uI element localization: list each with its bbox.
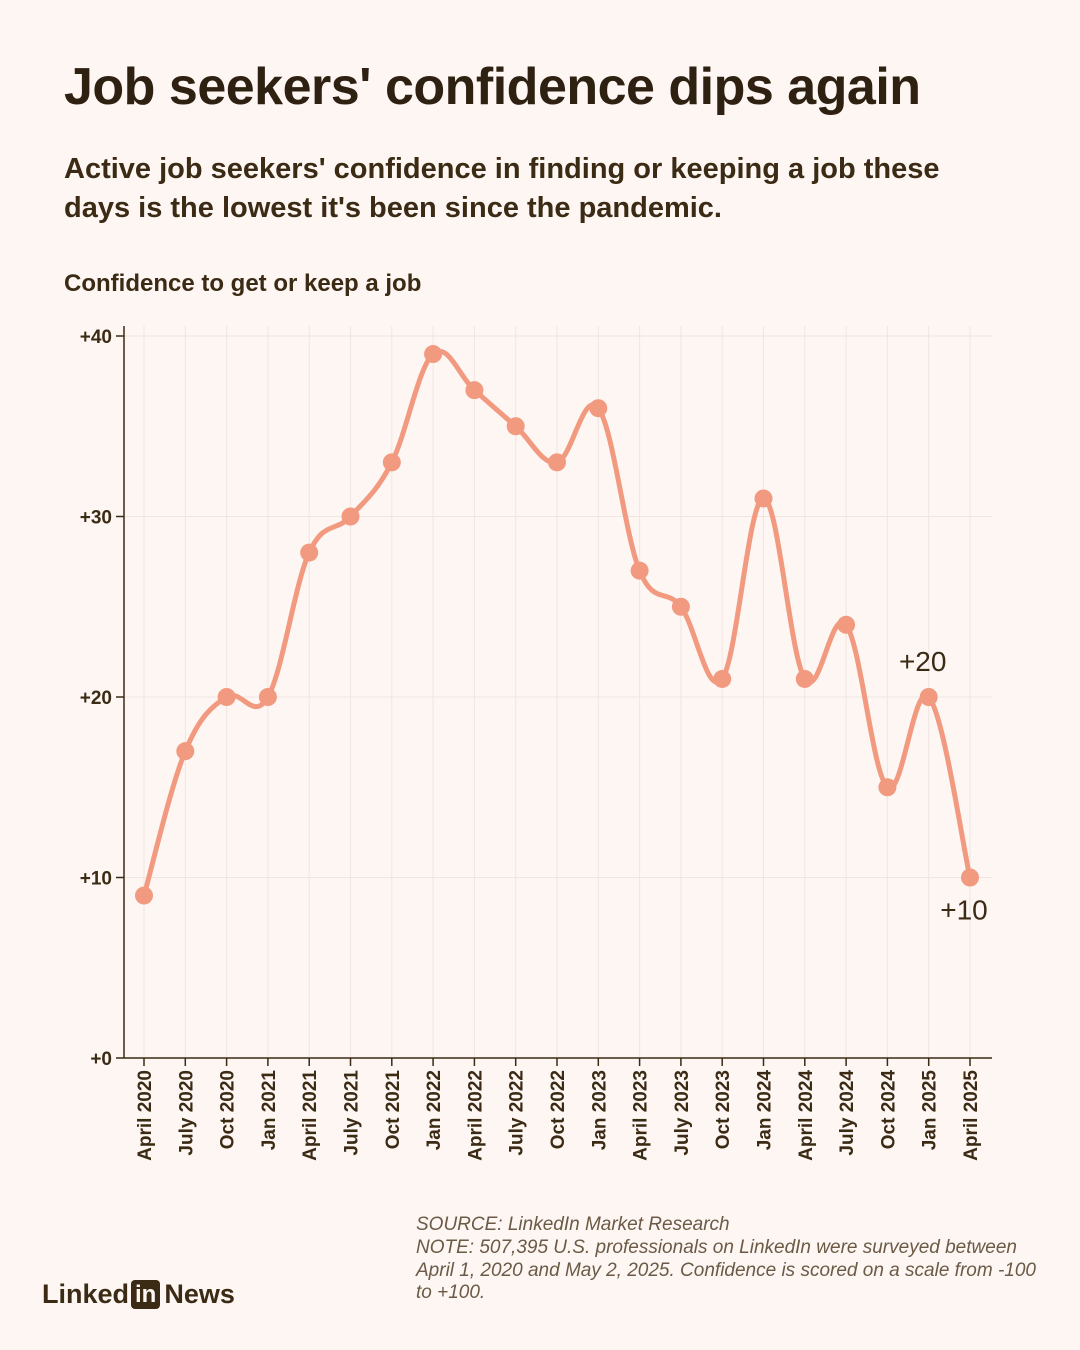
x-tick-label: Jan 2021 — [259, 1070, 280, 1151]
logo-suffix: News — [164, 1278, 235, 1309]
y-tick-label: +30 — [80, 508, 112, 529]
data-point — [465, 381, 484, 400]
x-tick-label: July 2022 — [507, 1070, 528, 1156]
x-tick-label: April 2024 — [796, 1070, 817, 1161]
x-tick-label: July 2021 — [342, 1070, 363, 1156]
x-tick-label: Jan 2025 — [920, 1070, 941, 1151]
data-label: +20 — [899, 646, 947, 677]
y-axis-label: Confidence to get or keep a job — [64, 270, 422, 297]
x-tick-label: Oct 2022 — [548, 1070, 569, 1149]
data-point — [300, 543, 319, 562]
x-tick-labels: April 2020 July 2020 Oct 2020 Jan 2021 April… — [135, 1070, 982, 1161]
chart-subtitle: Active job seekers' confidence in findin… — [64, 153, 940, 225]
x-tick-label: Oct 2020 — [218, 1070, 239, 1149]
x-tick-label: April 2022 — [465, 1070, 486, 1161]
x-tick-label: Oct 2021 — [383, 1070, 404, 1150]
y-tick-label: +40 — [80, 327, 112, 348]
x-tick-label: July 2024 — [837, 1070, 858, 1156]
data-point — [217, 688, 236, 706]
data-point — [341, 507, 360, 526]
data-point — [837, 615, 856, 634]
data-point — [671, 597, 690, 616]
data-point — [424, 345, 443, 364]
data-point — [961, 868, 979, 887]
logo-prefix: Linked — [42, 1278, 130, 1309]
data-point — [176, 742, 195, 761]
annotations: +20 +10 — [899, 646, 988, 926]
x-tick-label: July 2023 — [672, 1070, 693, 1156]
grid-lines — [124, 326, 992, 1058]
y-tick-label: +20 — [80, 688, 112, 709]
note-text: NOTE: 507,395 U.S. professionals on Link… — [416, 1236, 1036, 1304]
data-point — [630, 561, 649, 580]
y-tick-labels: +0 +10 +20 +30 +40 — [80, 327, 112, 1070]
x-tick-label: Oct 2024 — [878, 1070, 899, 1150]
x-tick-label: Jan 2022 — [424, 1070, 445, 1150]
x-tick-label: April 2025 — [961, 1070, 982, 1161]
y-tick-label: +0 — [90, 1049, 112, 1070]
source-note: SOURCE: LinkedIn Market Research NOTE: 5… — [416, 1214, 1036, 1305]
x-tick-label: Jan 2023 — [589, 1070, 610, 1150]
chart-title: Job seekers' confidence dips again — [64, 58, 921, 116]
data-points — [135, 345, 979, 905]
logo-in-box: in — [131, 1279, 161, 1309]
data-label: +10 — [940, 895, 988, 926]
x-tick-label: Jan 2024 — [755, 1070, 776, 1151]
data-point — [589, 399, 608, 418]
source-text: SOURCE: LinkedIn Market Research — [416, 1214, 730, 1235]
data-point — [548, 453, 566, 472]
x-tick-label: April 2023 — [631, 1070, 652, 1161]
data-point — [382, 453, 401, 472]
linkedin-news-logo: Linked in News — [42, 1278, 235, 1310]
x-tick-label: April 2021 — [300, 1070, 321, 1161]
data-point — [795, 669, 814, 688]
data-point — [919, 688, 938, 706]
axes — [116, 326, 992, 1066]
data-point — [506, 417, 525, 436]
data-point — [754, 489, 773, 508]
x-tick-label: July 2020 — [176, 1070, 197, 1156]
x-tick-label: Oct 2023 — [713, 1070, 734, 1149]
data-point — [258, 688, 277, 706]
data-point — [713, 669, 732, 688]
data-point — [878, 778, 897, 797]
y-tick-label: +10 — [80, 869, 112, 890]
x-tick-label: April 2020 — [135, 1070, 156, 1161]
data-point — [135, 886, 153, 905]
